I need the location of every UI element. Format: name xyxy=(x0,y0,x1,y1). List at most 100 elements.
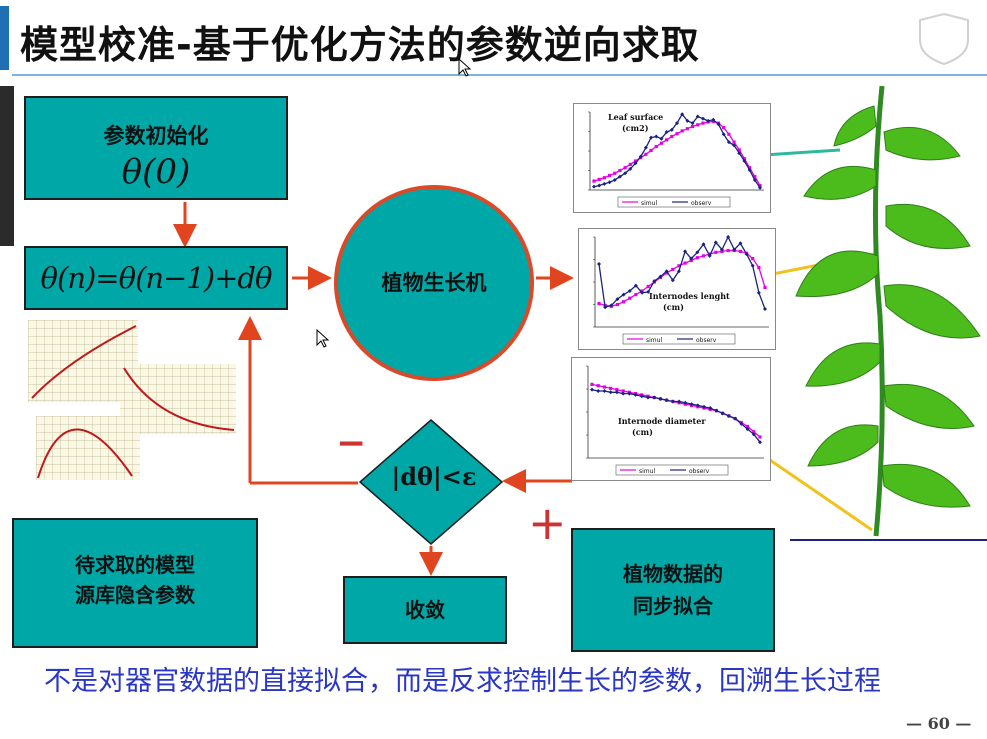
data-point xyxy=(745,427,750,432)
data-point xyxy=(640,290,645,295)
data-point xyxy=(609,386,613,390)
data-point xyxy=(722,126,726,130)
data-point xyxy=(732,247,737,252)
data-point xyxy=(719,247,724,252)
data-point xyxy=(670,134,674,139)
data-point xyxy=(621,389,625,393)
criterion-formula: |dθ|<ε xyxy=(391,462,477,491)
data-point xyxy=(621,292,626,297)
plus-sign: + xyxy=(528,496,567,550)
data-point xyxy=(628,162,632,166)
data-point xyxy=(706,118,711,123)
data-point xyxy=(695,114,700,119)
data-point xyxy=(716,122,721,127)
data-point xyxy=(726,248,730,253)
data-point xyxy=(701,242,706,247)
data-point xyxy=(590,387,594,392)
init-label: 参数初始化 xyxy=(103,124,209,148)
data-point xyxy=(649,148,653,153)
page-number: — 60 — xyxy=(906,714,972,733)
graph-decreasing xyxy=(120,364,236,434)
data-point xyxy=(596,384,600,388)
data-point xyxy=(664,269,669,274)
data-point xyxy=(671,267,675,271)
plant-data-fit-box: 植物数据的 同步拟合 xyxy=(571,528,775,652)
chart-title-line-2: (cm) xyxy=(663,302,684,312)
data-point xyxy=(753,175,757,179)
data-point xyxy=(654,144,658,149)
data-point xyxy=(652,279,657,284)
data-point xyxy=(689,256,694,261)
data-point xyxy=(609,303,614,308)
data-point xyxy=(615,297,620,302)
data-point xyxy=(685,118,690,123)
data-point xyxy=(751,432,756,437)
data-point xyxy=(733,416,738,421)
legend-label-simul: simul xyxy=(641,200,657,207)
data-point xyxy=(602,176,606,180)
function-graphs xyxy=(28,320,236,480)
data-point xyxy=(607,173,612,178)
data-point xyxy=(757,266,761,270)
data-point xyxy=(677,399,682,404)
logo-watermark xyxy=(884,10,987,66)
legend-box xyxy=(622,333,736,345)
chart-internode-diameter: Internode diameter (cm) simul observ xyxy=(571,357,771,481)
data-point xyxy=(596,388,601,393)
data-point xyxy=(696,123,700,127)
data-point xyxy=(654,134,659,139)
data-point xyxy=(751,257,755,261)
legend-label-simul: simul xyxy=(639,468,655,475)
legend-label-observ: observ xyxy=(691,200,712,207)
data-point xyxy=(726,413,731,418)
data-point xyxy=(618,168,622,173)
data-point xyxy=(675,132,679,136)
data-point xyxy=(707,253,712,258)
data-point xyxy=(695,256,699,260)
data-point xyxy=(683,249,688,254)
data-point xyxy=(758,183,762,188)
data-point xyxy=(669,127,674,132)
plantdata-line-2: 同步拟合 xyxy=(633,594,713,618)
mouse-cursor-icon xyxy=(316,329,330,348)
mouse-cursor-icon xyxy=(458,58,472,77)
data-point xyxy=(664,130,669,135)
update-formula: θ(n)=θ(n−1)+dθ xyxy=(40,261,273,295)
plant-growth-machine: 植物生长机 xyxy=(334,185,534,381)
convergence-diamond xyxy=(358,419,504,545)
data-point xyxy=(621,391,626,396)
title-accent-bar xyxy=(0,6,9,70)
data-point xyxy=(737,151,742,156)
data-point xyxy=(628,166,633,171)
data-point xyxy=(756,290,761,295)
data-point xyxy=(677,264,681,268)
chart-internode-length: Internodes lenght (cm) simul observ xyxy=(578,228,776,350)
data-point xyxy=(623,171,628,176)
data-point xyxy=(732,140,736,144)
data-point xyxy=(675,121,679,126)
data-point xyxy=(680,129,684,133)
data-point xyxy=(732,143,737,148)
data-point xyxy=(602,385,607,389)
data-point xyxy=(758,440,762,445)
data-point xyxy=(727,132,731,136)
data-point xyxy=(752,430,756,434)
data-point xyxy=(752,177,757,182)
chart-title-line-2: (cm2) xyxy=(622,123,649,133)
graph-increasing xyxy=(28,320,138,402)
data-point xyxy=(659,136,664,141)
data-point xyxy=(738,249,743,253)
data-point xyxy=(744,252,749,257)
chart-title-line-1: Leaf surface xyxy=(608,112,663,122)
data-point xyxy=(628,296,632,300)
data-point xyxy=(702,404,706,409)
data-point xyxy=(680,112,685,117)
legend-label-simul: simul xyxy=(646,337,662,344)
data-point xyxy=(714,250,718,254)
data-point xyxy=(745,424,750,429)
data-point xyxy=(639,394,644,399)
parameter-update-box: θ(n)=θ(n−1)+dθ xyxy=(24,246,288,310)
data-point xyxy=(750,263,755,268)
series-line-simul xyxy=(598,249,766,307)
data-point xyxy=(643,145,648,150)
